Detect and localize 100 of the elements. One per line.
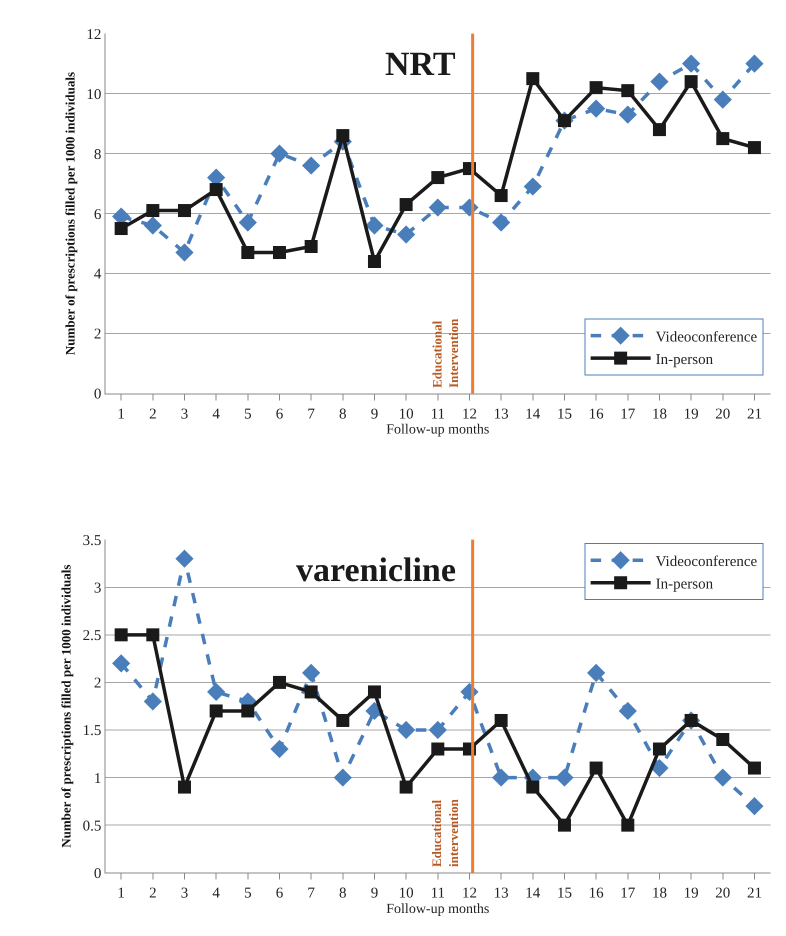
point bbox=[210, 704, 223, 718]
x-tick-label: 10 bbox=[398, 406, 414, 422]
point bbox=[146, 628, 160, 642]
point bbox=[748, 762, 761, 775]
y-tick-label: 1.5 bbox=[82, 723, 102, 740]
point bbox=[684, 75, 698, 88]
x-tick-label: 8 bbox=[339, 886, 347, 902]
x-tick-label: 10 bbox=[398, 886, 414, 902]
x-tick-label: 17 bbox=[620, 886, 636, 902]
point bbox=[114, 628, 128, 642]
x-tick-label: 2 bbox=[149, 406, 157, 422]
point bbox=[745, 54, 764, 73]
x-axis-title: Follow-up months bbox=[386, 422, 490, 438]
point bbox=[302, 156, 320, 175]
point bbox=[621, 84, 634, 98]
point bbox=[555, 768, 574, 787]
point bbox=[304, 685, 318, 698]
point bbox=[241, 246, 254, 260]
ref-line-label: Educational intervention bbox=[429, 798, 462, 868]
x-tick-label: 18 bbox=[652, 886, 667, 902]
ref-line-label: Educational Intervention bbox=[429, 318, 462, 388]
point bbox=[178, 204, 191, 218]
point bbox=[175, 243, 194, 262]
point bbox=[494, 189, 508, 202]
point bbox=[304, 240, 318, 254]
legend-label: In-person bbox=[656, 576, 714, 593]
point bbox=[400, 198, 413, 212]
point bbox=[368, 255, 381, 268]
y-tick-label: 4 bbox=[94, 266, 102, 283]
point bbox=[745, 797, 764, 816]
y-tick-label: 0 bbox=[94, 866, 102, 882]
point bbox=[748, 141, 761, 154]
y-tick-label: 2.5 bbox=[82, 628, 102, 644]
point bbox=[400, 780, 413, 794]
y-tick-label: 2 bbox=[94, 326, 102, 343]
point bbox=[144, 216, 162, 235]
point bbox=[270, 144, 289, 163]
x-tick-label: 9 bbox=[370, 886, 378, 902]
point bbox=[526, 780, 540, 794]
point bbox=[336, 714, 350, 727]
point bbox=[178, 780, 191, 794]
legend-label: Videoconference bbox=[656, 554, 758, 570]
point bbox=[716, 733, 730, 746]
point bbox=[210, 183, 223, 196]
point bbox=[590, 81, 603, 94]
point bbox=[714, 768, 732, 787]
y-tick-label: 3 bbox=[94, 580, 102, 597]
x-tick-label: 16 bbox=[588, 886, 604, 902]
point bbox=[524, 177, 542, 196]
x-tick-label: 13 bbox=[494, 406, 509, 422]
x-tick-label: 20 bbox=[715, 886, 730, 902]
x-tick-label: 9 bbox=[370, 406, 378, 422]
point bbox=[494, 714, 508, 727]
x-tick-label: 13 bbox=[494, 886, 509, 902]
y-tick-label: 1 bbox=[94, 770, 102, 787]
point bbox=[618, 106, 637, 124]
x-tick-label: 5 bbox=[244, 886, 252, 902]
point bbox=[587, 100, 606, 118]
x-tick-label: 17 bbox=[620, 406, 636, 422]
point bbox=[682, 54, 700, 73]
point bbox=[590, 762, 603, 775]
point bbox=[112, 654, 130, 672]
x-tick-label: 12 bbox=[462, 886, 477, 902]
point bbox=[650, 72, 669, 91]
x-tick-label: 1 bbox=[117, 886, 125, 902]
point bbox=[272, 246, 286, 260]
x-tick-label: 6 bbox=[276, 406, 284, 422]
point bbox=[714, 90, 732, 109]
point bbox=[241, 704, 254, 718]
point bbox=[397, 225, 416, 244]
x-tick-label: 18 bbox=[652, 406, 667, 422]
x-tick-label: 3 bbox=[180, 406, 188, 422]
y-axis-title: Number of prescriptions filled per 1000 individuals bbox=[58, 564, 74, 848]
x-tick-label: 7 bbox=[307, 886, 316, 902]
point bbox=[207, 682, 226, 702]
point bbox=[428, 198, 447, 217]
x-tick-label: 21 bbox=[746, 406, 762, 422]
y-axis-title: Number of prescriptions filled per 1000 individuals bbox=[62, 72, 78, 356]
point bbox=[270, 740, 289, 758]
x-tick-label: 4 bbox=[212, 406, 220, 422]
legend-label: Videoconference bbox=[656, 330, 758, 346]
point bbox=[621, 818, 634, 832]
y-tick-label: 3.5 bbox=[82, 532, 102, 549]
y-tick-label: 2 bbox=[94, 676, 102, 692]
y-tick-label: 0 bbox=[94, 386, 102, 403]
x-tick-label: 20 bbox=[715, 406, 730, 422]
chart-title: varenicline bbox=[296, 552, 456, 589]
point bbox=[428, 720, 447, 740]
point bbox=[302, 664, 320, 682]
x-tick-label: 4 bbox=[212, 886, 220, 902]
point bbox=[368, 685, 381, 698]
legend-label: In-person bbox=[656, 352, 714, 368]
x-axis-title: Follow-up months bbox=[386, 902, 490, 918]
point bbox=[336, 129, 350, 142]
point bbox=[431, 171, 444, 184]
x-tick-label: 11 bbox=[430, 406, 446, 422]
x-tick-label: 14 bbox=[525, 886, 541, 902]
y-tick-label: 0.5 bbox=[82, 818, 102, 834]
y-tick-label: 8 bbox=[94, 146, 102, 163]
point bbox=[238, 213, 257, 232]
